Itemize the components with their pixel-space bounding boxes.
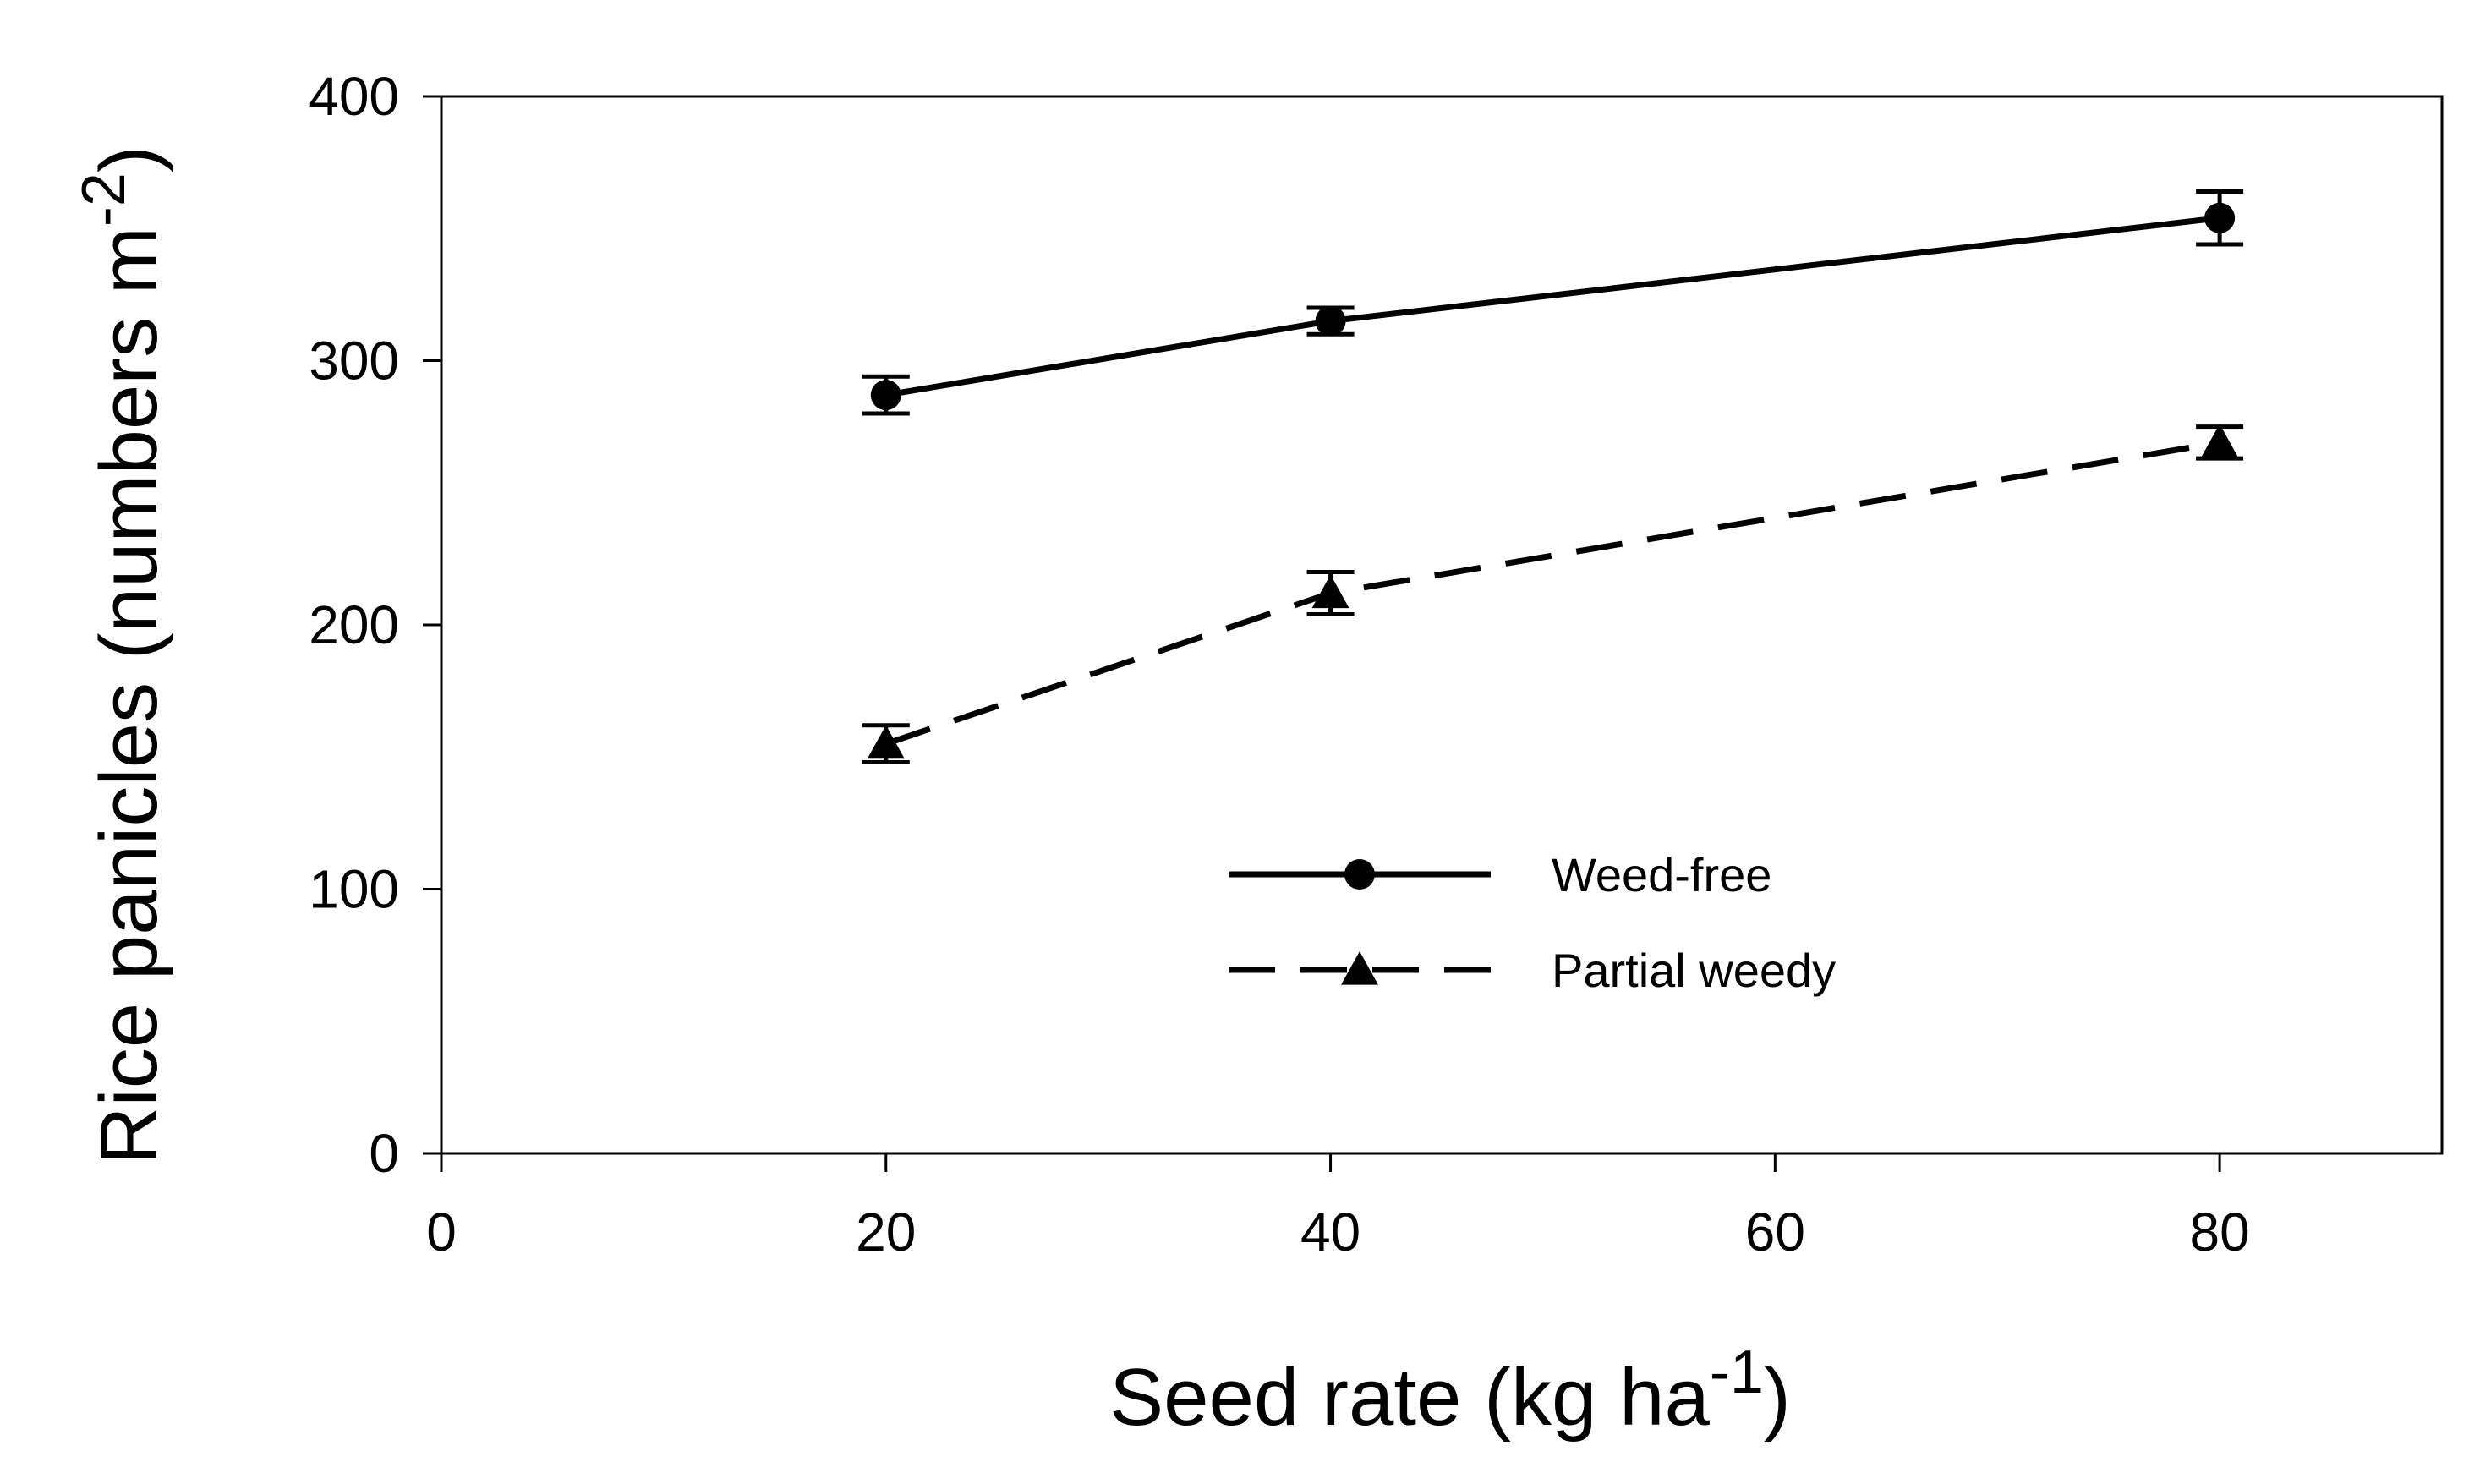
data-point (870, 380, 901, 411)
data-point (2204, 202, 2236, 233)
data-point (2201, 424, 2239, 457)
y-tick-label: 200 (309, 594, 399, 655)
legend-label: Weed-free (1552, 848, 1771, 901)
y-axis-title-suffix: ) (84, 145, 174, 172)
plot-area-border (440, 95, 2444, 1155)
data-point (1315, 305, 1346, 337)
plot-frame (440, 95, 2444, 1155)
x-tick-label: 80 (2190, 1202, 2250, 1262)
series-group (862, 189, 2244, 764)
legend: Weed-free Partial weedy (1229, 848, 1836, 997)
series-line (884, 439, 2220, 747)
legend-marker (1344, 859, 1375, 890)
x-tick-label: 40 (1300, 1202, 1360, 1262)
axis-ticks: 0 20 40 60 80 0 100 200 300 400 (309, 66, 2249, 1262)
y-axis-title-superscript: -2 (70, 172, 138, 227)
x-axis-title-main: Seed rate (kg ha (1109, 1352, 1710, 1443)
legend-label: Partial weedy (1552, 944, 1836, 997)
y-tick-label: 0 (369, 1123, 399, 1184)
x-axis-title-suffix: ) (1764, 1352, 1791, 1443)
x-tick-label: 60 (1745, 1202, 1805, 1262)
x-tick-label: 20 (856, 1202, 916, 1262)
y-axis-title: Rice panicles (numbers m-2) (70, 145, 174, 1165)
data-point (1311, 574, 1349, 609)
series-weed-free (862, 189, 2244, 416)
legend-marker (1341, 951, 1378, 985)
y-tick-label: 400 (309, 66, 399, 127)
y-tick-label: 100 (309, 859, 399, 920)
series-line (885, 215, 2220, 398)
x-axis-title: Seed rate (kg ha-1) (1109, 1339, 1791, 1443)
y-axis-title-main: Rice panicles (numbers m (84, 227, 174, 1165)
y-tick-label: 300 (309, 331, 399, 392)
series-partial-weedy (862, 424, 2244, 764)
x-tick-label: 0 (426, 1202, 457, 1262)
x-axis-title-superscript: -1 (1710, 1339, 1764, 1406)
data-point (867, 725, 905, 759)
